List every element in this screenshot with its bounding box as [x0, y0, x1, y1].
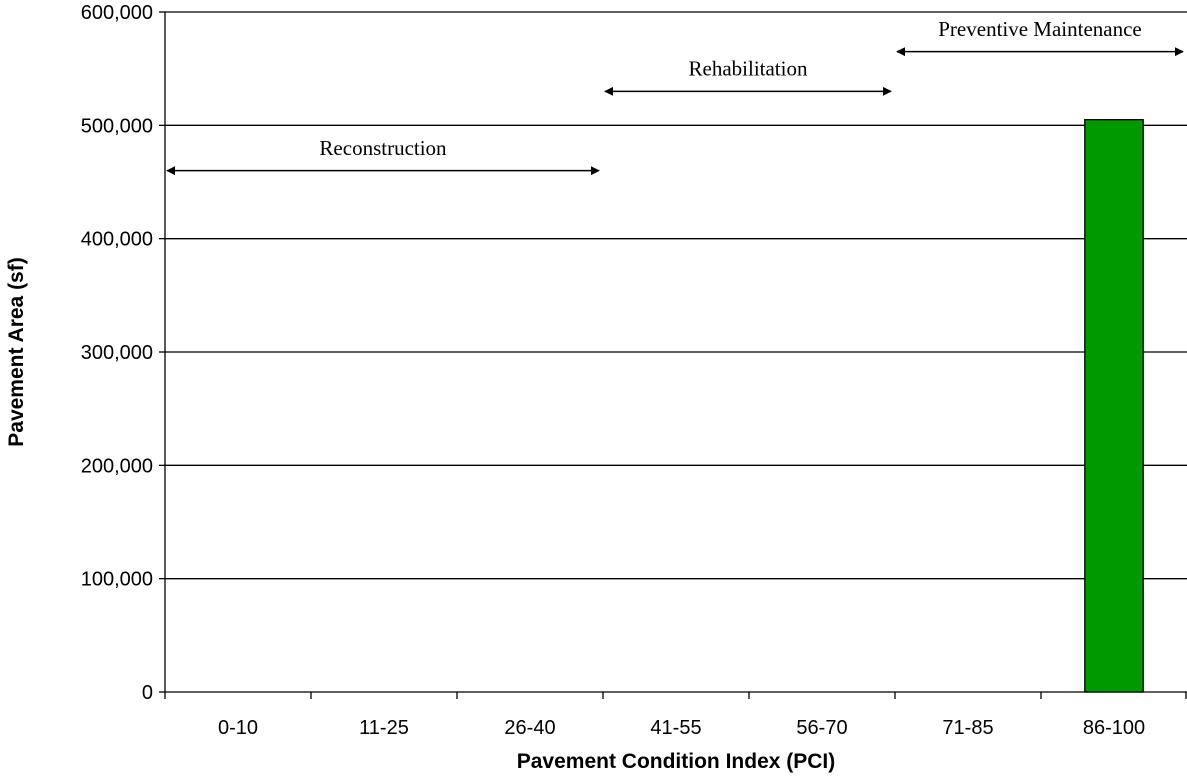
y-tick-label: 500,000 [81, 115, 153, 137]
bars [1084, 119, 1144, 693]
annotation-label: Preventive Maintenance [938, 17, 1142, 41]
annotation-label: Rehabilitation [689, 57, 808, 81]
gridlines [165, 11, 1187, 580]
x-tick-label: 0-10 [218, 717, 258, 739]
x-tick-label: 26-40 [504, 717, 555, 739]
x-axis-title: Pavement Condition Index (PCI) [517, 750, 836, 773]
bar [1084, 119, 1144, 693]
y-tick-label: 600,000 [81, 2, 153, 24]
y-tick-label: 200,000 [81, 455, 153, 477]
x-tick-label: 71-85 [942, 717, 993, 739]
x-tick-label: 41-55 [650, 717, 701, 739]
x-tick-label: 11-25 [359, 717, 409, 739]
annotations: Reconstruction Rehabilitation Preventive M… [166, 17, 1184, 176]
y-tick-label: 100,000 [81, 569, 153, 591]
annotation-label: Reconstruction [319, 136, 447, 160]
x-tick-label: 56-70 [796, 717, 847, 739]
axes [159, 11, 1187, 699]
y-tick-label: 400,000 [81, 229, 153, 251]
x-tick-label: 86-100 [1083, 717, 1145, 739]
y-axis-title: Pavement Area (sf) [5, 257, 28, 446]
y-tick-label: 300,000 [81, 342, 153, 364]
tick-labels: 0 100,000 200,000 300,000 400,000 500,000 600,… [81, 2, 1145, 739]
y-tick-label: 0 [142, 682, 153, 704]
